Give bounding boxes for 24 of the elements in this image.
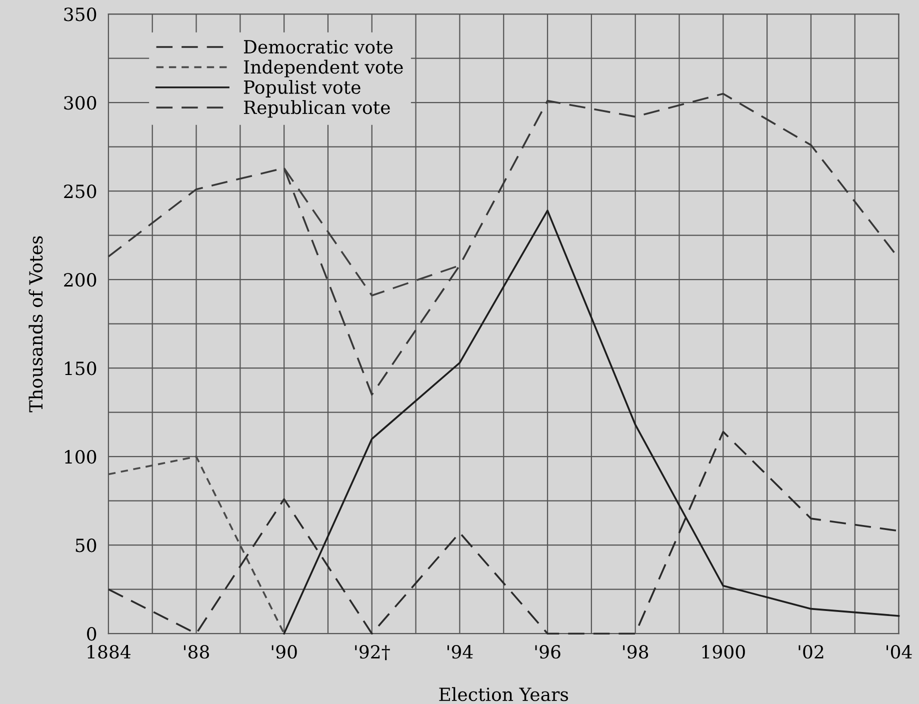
x-tick-label: '02 (798, 645, 824, 659)
y-axis-title: Thousands of Votes (28, 236, 43, 412)
legend-label: Independent vote (244, 60, 403, 78)
x-tick-label: '88 (184, 645, 210, 659)
x-tick-label: '92† (355, 645, 390, 660)
y-tick-label: 300 (64, 96, 96, 110)
x-tick-label: '90 (272, 645, 297, 659)
legend-label: Populist vote (244, 80, 360, 98)
x-tick-label: '98 (623, 645, 648, 659)
y-tick-label: 0 (87, 627, 96, 641)
x-tick-label: 1900 (702, 645, 745, 659)
y-tick-label: 200 (64, 273, 96, 287)
legend-label: Republican vote (244, 100, 390, 118)
x-tick-label: '94 (448, 645, 473, 659)
legend-label: Democratic vote (244, 40, 393, 54)
x-tick-label: 1884 (88, 645, 131, 659)
x-axis-title: Election Years (439, 687, 568, 702)
y-tick-label: 350 (64, 8, 96, 22)
y-tick-label: 250 (64, 184, 96, 198)
x-tick-label: '96 (535, 645, 560, 659)
y-tick-label: 100 (65, 450, 96, 464)
y-tick-label: 150 (65, 362, 96, 376)
x-tick-label: '04 (886, 645, 912, 659)
y-tick-label: 50 (76, 538, 96, 552)
